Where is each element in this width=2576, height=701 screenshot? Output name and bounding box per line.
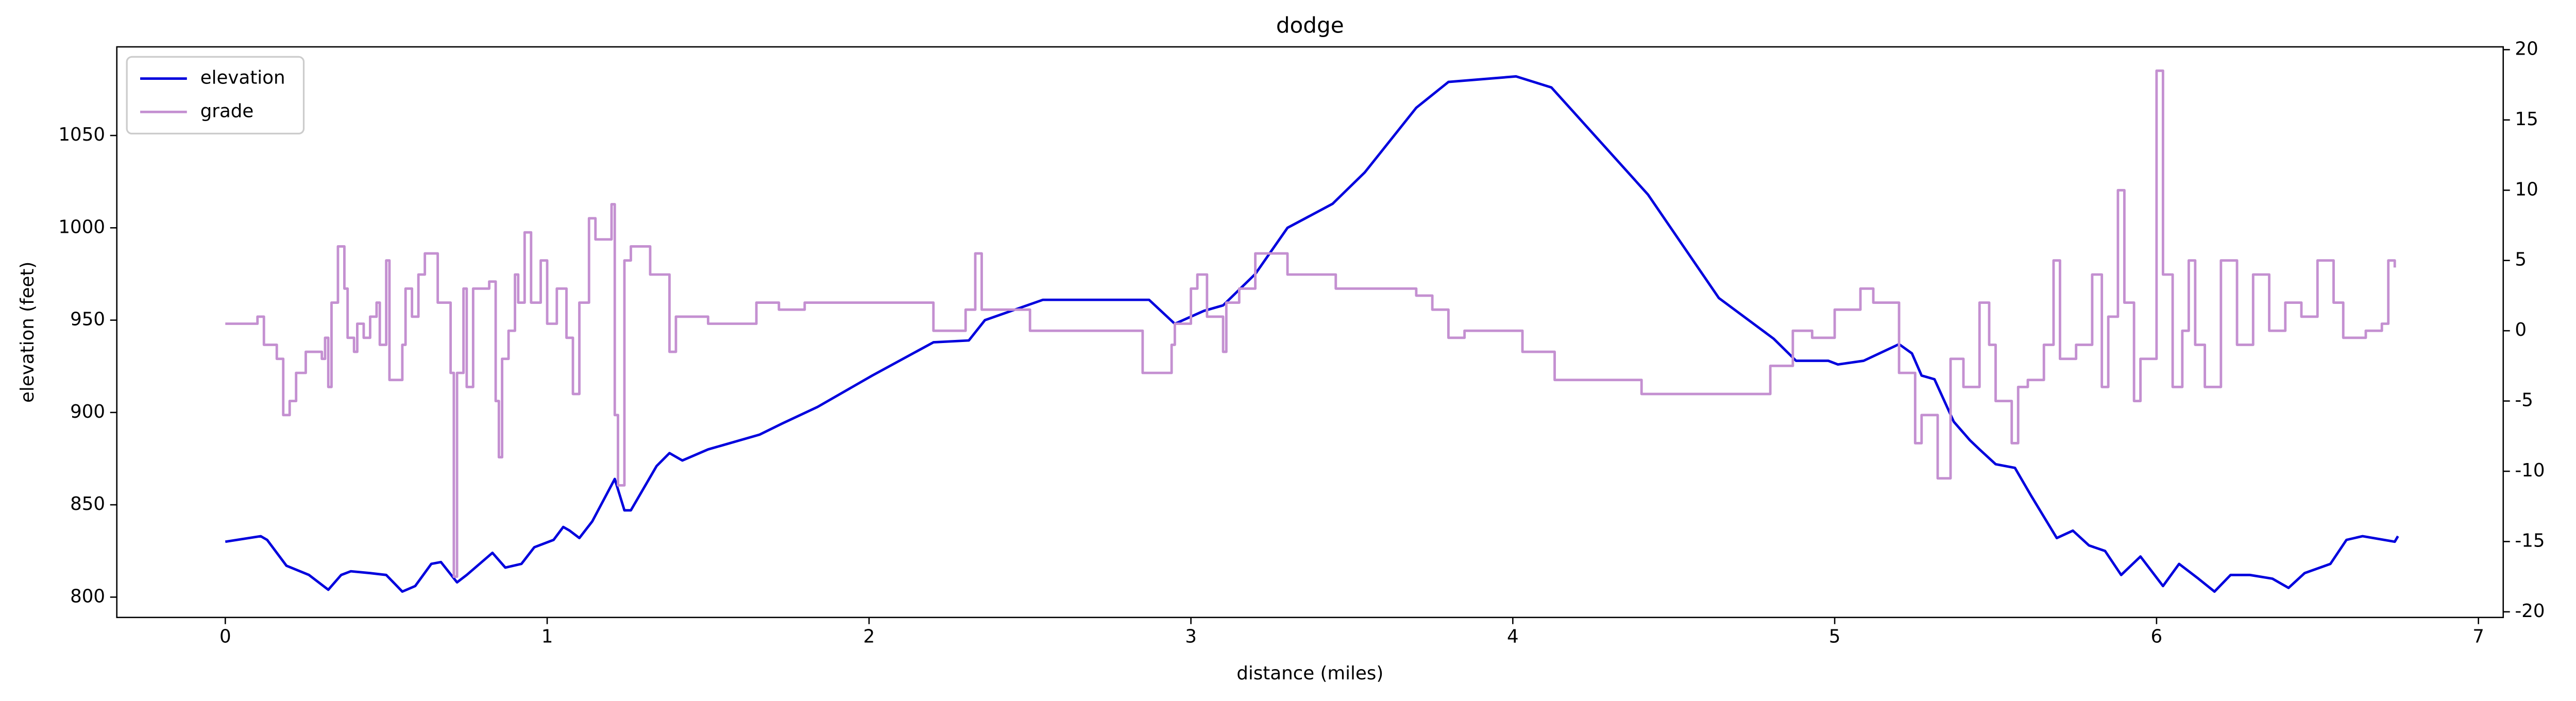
legend-box (126, 56, 305, 135)
series-line (225, 75, 2399, 593)
chart-title: dodge (1276, 13, 1344, 38)
y2-tick-label: -20 (2515, 601, 2545, 622)
plot-frame (116, 46, 2504, 619)
y-tick-label: 950 (70, 309, 105, 330)
y2-tick-label: -5 (2515, 390, 2533, 411)
y2-tick-label: -10 (2515, 460, 2545, 481)
legend-label: elevation (200, 67, 285, 89)
legend-label: grade (200, 100, 254, 122)
x-tick-label: 7 (2472, 626, 2484, 647)
y-axis-label: elevation (feet) (17, 262, 38, 403)
y-tick-label: 1050 (58, 124, 105, 145)
y2-tick-label: 15 (2515, 109, 2538, 130)
x-tick-label: 4 (1507, 626, 1519, 647)
x-tick-label: 6 (2151, 626, 2163, 647)
y-tick-label: 850 (70, 493, 105, 515)
x-tick-label: 0 (219, 626, 231, 647)
x-tick-label: 5 (1829, 626, 1841, 647)
y2-tick-label: -15 (2515, 530, 2545, 551)
y2-tick-label: 10 (2515, 179, 2538, 200)
x-tick-label: 2 (863, 626, 875, 647)
y-tick-label: 800 (70, 586, 105, 607)
y2-tick-label: 5 (2515, 249, 2527, 270)
y-tick-label: 900 (70, 401, 105, 422)
y2-tick-label: 0 (2515, 319, 2527, 340)
x-axis-label: distance (miles) (1236, 663, 1383, 684)
series-line (225, 69, 2396, 578)
y-tick-label: 1000 (58, 216, 105, 237)
x-tick-label: 1 (541, 626, 553, 647)
y2-tick-label: 20 (2515, 38, 2538, 59)
x-tick-label: 3 (1185, 626, 1197, 647)
